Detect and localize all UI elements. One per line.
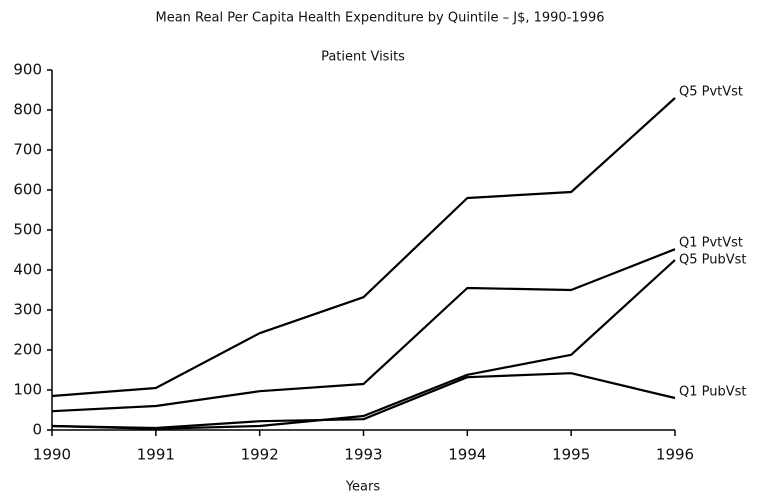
x-tick-label: 1991 — [137, 446, 175, 464]
y-tick-label: 200 — [13, 341, 42, 359]
y-tick-label: 0 — [32, 421, 42, 439]
y-tick-label: 400 — [13, 261, 42, 279]
y-tick-label: 300 — [13, 301, 42, 319]
series-label: Q1 PubVst — [679, 385, 747, 400]
x-tick-label: 1996 — [656, 446, 694, 464]
series-line — [51, 372, 676, 430]
y-tick-label: 900 — [13, 61, 42, 79]
x-tick-label: 1993 — [344, 446, 382, 464]
x-tick-label: 1990 — [33, 446, 71, 464]
y-tick-label: 800 — [13, 101, 42, 119]
series-label: Q1 PvtVst — [679, 236, 743, 251]
chart-subtitle: Patient Visits — [321, 50, 405, 65]
series-label: Q5 PubVst — [679, 253, 747, 268]
chart-title: Mean Real Per Capita Health Expenditure … — [156, 11, 605, 26]
series-label: Q5 PvtVst — [679, 85, 743, 100]
x-axis-label: Years — [345, 480, 381, 495]
x-tick-label: 1992 — [241, 446, 279, 464]
y-tick-label: 700 — [13, 141, 42, 159]
y-tick-label: 500 — [13, 221, 42, 239]
series-line — [51, 248, 676, 413]
y-tick-label: 100 — [13, 381, 42, 399]
y-tick-label: 600 — [13, 181, 42, 199]
x-tick-label: 1994 — [448, 446, 486, 464]
series-line — [51, 97, 676, 398]
x-tick-label: 1995 — [552, 446, 590, 464]
